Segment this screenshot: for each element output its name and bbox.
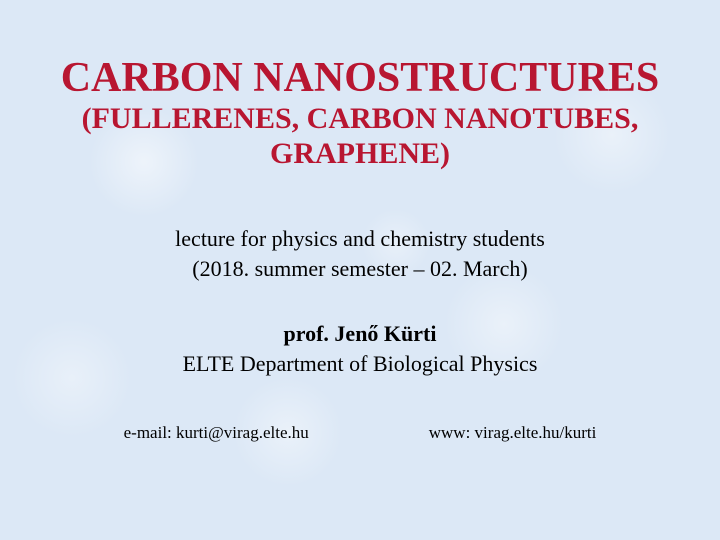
slide-title-sub-line1: (FULLERENES, CARBON NANOTUBES, (0, 102, 720, 135)
lecture-date: (2018. summer semester – 02. March) (0, 254, 720, 284)
title-block: CARBON NANOSTRUCTURES (FULLERENES, CARBO… (0, 0, 720, 170)
lecture-info: lecture for physics and chemistry studen… (0, 224, 720, 283)
contact-www: www: virag.elte.hu/kurti (429, 423, 597, 443)
author-department: ELTE Department of Biological Physics (0, 349, 720, 379)
contact-email: e-mail: kurti@virag.elte.hu (124, 423, 309, 443)
slide: CARBON NANOSTRUCTURES (FULLERENES, CARBO… (0, 0, 720, 540)
lecture-audience: lecture for physics and chemistry studen… (0, 224, 720, 254)
slide-title-sub-line2: GRAPHENE) (0, 137, 720, 170)
author-block: prof. Jenő Kürti ELTE Department of Biol… (0, 319, 720, 378)
slide-title-main: CARBON NANOSTRUCTURES (0, 56, 720, 100)
contact-row: e-mail: kurti@virag.elte.hu www: virag.e… (0, 423, 720, 443)
author-name: prof. Jenő Kürti (0, 319, 720, 349)
